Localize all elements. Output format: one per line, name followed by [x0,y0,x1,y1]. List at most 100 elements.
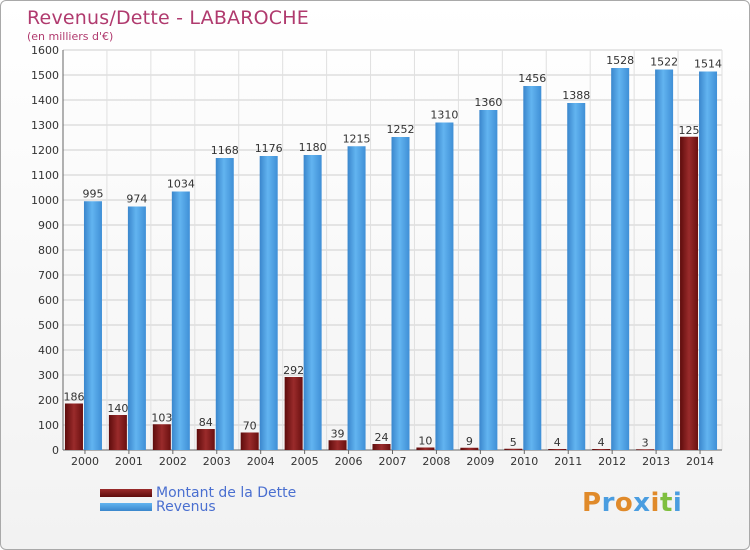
y-tick-label: 1300 [31,119,59,132]
bar-revenue-2005 [303,155,322,450]
bar-revenue-2006 [347,146,366,450]
y-tick-label: 1400 [31,94,59,107]
data-label-revenue: 1168 [211,144,239,157]
x-tick-label: 2003 [203,455,231,468]
x-tick-label: 2013 [642,455,670,468]
proxiti-logo: Proxiti [582,488,682,518]
data-label-revenue: 1360 [474,96,502,109]
data-label-debt: 140 [107,402,128,415]
data-label-debt: 10 [418,435,432,448]
legend-swatch-revenue [100,503,152,511]
legend-swatch-debt [100,489,152,497]
logo-letter: P [582,488,602,518]
data-label-debt: 84 [199,416,213,429]
x-tick-label: 2014 [686,455,714,468]
bar-debt-2011 [548,449,567,450]
x-tick-label: 2000 [71,455,99,468]
data-label-debt: 70 [243,420,257,433]
bar-debt-2010 [504,448,523,450]
bar-debt-2013 [636,449,655,451]
y-tick-label: 500 [38,319,59,332]
chart-title: Revenus/Dette - LABAROCHE [27,7,309,29]
bar-debt-2003 [196,429,215,450]
x-tick-label: 2004 [247,455,275,468]
data-label-revenue: 1215 [343,132,371,145]
data-label-debt: 3 [642,436,649,449]
bar-debt-2008 [416,447,435,450]
logo-letter: i [672,488,683,518]
data-label-revenue: 1388 [562,89,590,102]
y-tick-label: 700 [38,269,59,282]
logo-letter: x [633,488,651,518]
data-label-revenue: 1514 [694,58,722,71]
x-tick-label: 2010 [510,455,538,468]
y-tick-label: 0 [52,444,59,457]
data-label-debt: 292 [283,364,304,377]
bar-revenue-2007 [391,137,410,450]
bar-debt-2000 [64,403,83,450]
legend: Montant de la Dette Revenus [100,485,297,515]
bar-debt-2009 [460,447,479,450]
y-tick-label: 800 [38,244,59,257]
y-tick-label: 1200 [31,144,59,157]
x-tick-label: 2011 [554,455,582,468]
bar-debt-2004 [240,432,259,450]
data-label-revenue: 1176 [255,142,283,155]
data-label-debt: 4 [554,436,561,449]
bar-revenue-2001 [127,206,146,450]
data-label-debt: 4 [598,436,605,449]
y-tick-label: 1500 [31,69,59,82]
bar-revenue-2013 [655,69,674,450]
legend-label-debt: Montant de la Dette [156,485,297,501]
x-tick-label: 2006 [335,455,363,468]
x-tick-label: 2012 [598,455,626,468]
bar-debt-2007 [372,444,391,450]
legend-item-debt: Montant de la Dette [100,485,297,501]
x-tick-label: 2008 [422,455,450,468]
data-label-debt: 9 [466,435,473,448]
y-tick-label: 1100 [31,169,59,182]
data-label-revenue: 1034 [167,178,195,191]
x-tick-label: 2001 [115,455,143,468]
y-tick-label: 1600 [31,44,59,57]
x-tick-label: 2005 [291,455,319,468]
y-tick-label: 200 [38,394,59,407]
data-label-debt: 5 [510,436,517,449]
data-label-revenue: 1522 [650,56,678,69]
data-label-revenue: 1456 [518,72,546,85]
logo-letter: r [601,488,615,518]
x-tick-label: 2002 [159,455,187,468]
bar-revenue-2002 [171,191,190,450]
bar-revenue-2004 [259,156,278,450]
data-label-debt: 186 [63,391,84,404]
bar-revenue-2003 [215,158,234,450]
bar-debt-2005 [284,377,303,450]
x-tick-label: 2009 [466,455,494,468]
x-tick-label: 2007 [379,455,407,468]
data-label-debt: 125 [679,124,700,137]
logo-letter: t [659,488,673,518]
bar-debt-2012 [592,449,611,450]
chart-subtitle: (en milliers d'€) [27,30,114,43]
data-label-debt: 103 [151,411,172,424]
logo-letter: i [650,488,660,518]
bar-revenue-2012 [611,68,630,450]
y-tick-label: 100 [38,419,59,432]
data-label-revenue: 1528 [606,54,634,67]
bar-revenue-2014 [699,71,718,450]
bar-debt-2014 [680,136,699,450]
y-tick-label: 900 [38,219,59,232]
legend-label-revenue: Revenus [156,499,216,515]
bar-revenue-2010 [523,86,542,450]
data-label-revenue: 995 [82,187,103,200]
bar-revenue-2009 [479,110,498,450]
bar-revenue-2011 [567,103,586,450]
data-label-debt: 24 [375,431,389,444]
data-label-debt: 39 [331,427,345,440]
bar-debt-2006 [328,440,347,450]
data-label-revenue: 1180 [299,141,327,154]
y-tick-label: 1000 [31,194,59,207]
data-label-revenue: 1310 [430,109,458,122]
bar-debt-2002 [152,424,171,450]
